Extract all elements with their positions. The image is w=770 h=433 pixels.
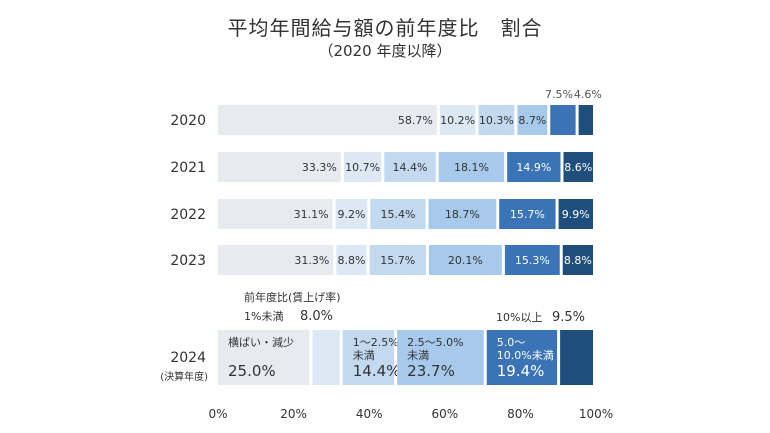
data-label-2023-0: 31.3% <box>294 254 329 267</box>
year-label-2022: 2022 <box>170 207 206 223</box>
bar-segment-2021-4 <box>507 152 561 182</box>
data-label-2020-3: 8.7% <box>518 114 546 127</box>
bar-segment-2023-5 <box>562 245 593 275</box>
bar-segment-2023-3 <box>428 245 502 275</box>
data-label-2022-4: 15.7% <box>510 208 545 221</box>
data-label-2023-2: 15.7% <box>380 254 415 267</box>
bar-segment-2022-2 <box>370 199 426 229</box>
bar-segment-2024-4 <box>486 330 558 385</box>
bar-segment-2022-0 <box>218 199 333 229</box>
bar-segment-2022-4 <box>499 199 556 229</box>
year-label-2023: 2023 <box>170 253 206 269</box>
data-label-2021-0: 33.3% <box>302 161 337 174</box>
segment-label-2024-0-0: 横ばい・減少 <box>228 335 294 349</box>
bar-segment-2021-1 <box>343 152 382 182</box>
bar-segment-2022-5 <box>558 199 593 229</box>
bar-segment-2021-0 <box>218 152 341 182</box>
bar-segment-2020-1 <box>439 105 476 135</box>
data-label-2020-0: 58.7% <box>398 114 433 127</box>
annotation-ge10-label: 10%以上 <box>496 311 542 324</box>
data-label-2024-4: 19.4% <box>497 362 545 380</box>
x-tick-label-0: 0% <box>208 407 227 421</box>
bar-segment-2021-2 <box>384 152 436 182</box>
data-label-2024-0: 25.0% <box>228 362 276 380</box>
data-label-2022-5: 9.9% <box>562 208 590 221</box>
segment-label-2024-4-1: 10.0%未満 <box>497 349 554 362</box>
chart-subtitle: （2020 年度以降） <box>318 42 452 60</box>
annotation-lt1-label: 1%未満 <box>244 310 283 323</box>
bar-segment-2022-3 <box>428 199 497 229</box>
data-label-2023-4: 15.3% <box>515 254 550 267</box>
data-label-2022-2: 15.4% <box>380 208 415 221</box>
data-label-2021-3: 18.1% <box>454 161 489 174</box>
bar-segment-2020-5 <box>578 105 593 135</box>
segment-label-2024-3-0: 2.5～5.0% <box>407 336 463 349</box>
segment-label-2024-4-0: 5.0～ <box>497 336 526 349</box>
data-label-2021-4: 14.9% <box>516 161 551 174</box>
x-tick-label-1: 20% <box>280 407 307 421</box>
data-label-2024-2: 14.4% <box>353 362 401 380</box>
x-tick-label-3: 60% <box>431 407 458 421</box>
bar-segment-2024-3 <box>397 330 484 385</box>
data-label-2020-2: 10.3% <box>479 114 514 127</box>
year-label-2021: 2021 <box>170 160 206 176</box>
bar-segment-2023-0 <box>218 245 334 275</box>
bar-segment-2023-4 <box>504 245 560 275</box>
data-label-2020-4: 7.5% <box>545 88 573 101</box>
data-label-2021-2: 14.4% <box>393 161 428 174</box>
data-label-2023-3: 20.1% <box>448 254 483 267</box>
data-label-2023-5: 8.8% <box>564 254 592 267</box>
year-note-2024: (決算年度) <box>160 370 208 383</box>
data-label-2022-0: 31.1% <box>294 208 329 221</box>
x-tick-label-5: 100% <box>579 407 613 421</box>
bar-segment-2022-1 <box>335 199 368 229</box>
bar-segment-2024-0 <box>218 330 310 385</box>
data-label-2022-3: 18.7% <box>445 208 480 221</box>
year-label-2024: 2024 <box>170 350 206 366</box>
annotation-header: 前年度比(賃上げ率) <box>244 290 341 304</box>
bar-segment-2023-1 <box>336 245 367 275</box>
segment-label-2024-2-1: 未満 <box>353 349 375 362</box>
bar-segment-2020-0 <box>218 105 437 135</box>
data-label-2021-5: 8.6% <box>564 161 592 174</box>
bar-segment-2024-1 <box>312 330 340 385</box>
data-label-2020-5: 4.6% <box>574 88 602 101</box>
bar-segment-2024-5 <box>560 330 593 385</box>
chart-title: 平均年間給与額の前年度比 割合 <box>227 16 543 40</box>
x-tick-label-2: 40% <box>356 407 383 421</box>
data-label-2021-1: 10.7% <box>345 161 380 174</box>
bar-segment-2020-2 <box>478 105 515 135</box>
data-label-2023-1: 8.8% <box>337 254 365 267</box>
data-label-2020-1: 10.2% <box>440 114 475 127</box>
annotation-lt1-value: 8.0% <box>300 309 333 324</box>
year-label-2020: 2020 <box>170 113 206 129</box>
data-label-2024-3: 23.7% <box>407 362 455 380</box>
segment-label-2024-2-0: 1～2.5% <box>353 336 399 349</box>
bar-segment-2024-2 <box>342 330 395 385</box>
segment-label-2024-3-1: 未満 <box>407 349 429 362</box>
bar-segment-2021-5 <box>563 152 593 182</box>
data-label-2022-1: 9.2% <box>337 208 365 221</box>
bar-segment-2023-2 <box>369 245 426 275</box>
bar-segment-2021-3 <box>438 152 505 182</box>
bar-segment-2020-4 <box>550 105 576 135</box>
bar-segment-2020-3 <box>517 105 548 135</box>
annotation-ge10-value: 9.5% <box>552 310 585 325</box>
x-tick-label-4: 80% <box>507 407 534 421</box>
